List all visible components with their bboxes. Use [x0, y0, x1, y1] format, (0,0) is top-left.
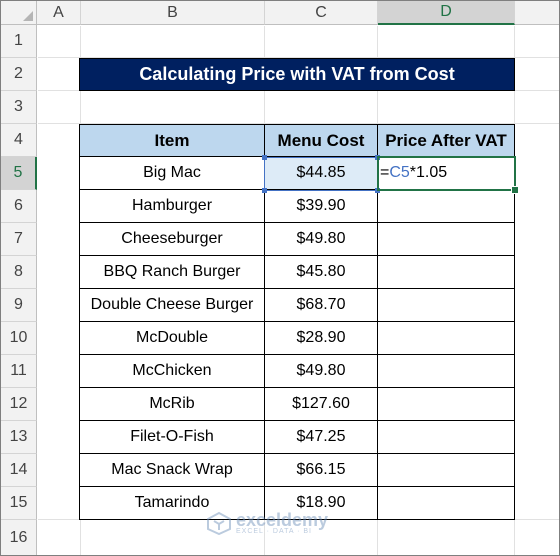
row-header-9[interactable]: 9: [1, 289, 37, 322]
sheet-title[interactable]: Calculating Price with VAT from Cost: [79, 58, 515, 91]
cell-cost-row-6[interactable]: $39.90: [265, 190, 378, 223]
cell-cost-row-15[interactable]: $18.90: [265, 487, 378, 520]
exceldemy-logo-icon: [207, 511, 231, 535]
cell-price-row-10[interactable]: [378, 322, 515, 355]
cell-cost-row-5[interactable]: $44.85: [265, 157, 378, 190]
cell-item-row-15[interactable]: Tamarindo: [79, 487, 265, 520]
column-header-e[interactable]: [515, 1, 559, 25]
row-header-11[interactable]: 11: [1, 355, 37, 388]
row-header-14[interactable]: 14: [1, 454, 37, 487]
fill-handle[interactable]: [511, 186, 519, 194]
header-menu-cost[interactable]: Menu Cost: [265, 124, 378, 157]
select-all-corner[interactable]: [1, 1, 37, 25]
cell-item-row-7[interactable]: Cheeseburger: [79, 223, 265, 256]
row-header-5[interactable]: 5: [1, 157, 37, 190]
cell-item-row-6[interactable]: Hamburger: [79, 190, 265, 223]
row-header-8[interactable]: 8: [1, 256, 37, 289]
exceldemy-watermark: exceldemy EXCEL · DATA · BI: [206, 511, 328, 535]
cell-price-row-13[interactable]: [378, 421, 515, 454]
cell-price-row-9[interactable]: [378, 289, 515, 322]
ref-handle-bl[interactable]: [262, 188, 267, 193]
cell-item-row-12[interactable]: McRib: [79, 388, 265, 421]
cell-price-row-15[interactable]: [378, 487, 515, 520]
cell-item-row-14[interactable]: Mac Snack Wrap: [79, 454, 265, 487]
cell-cost-row-7[interactable]: $49.80: [265, 223, 378, 256]
row-header-2[interactable]: 2: [1, 58, 37, 91]
cell-cost-row-11[interactable]: $49.80: [265, 355, 378, 388]
cell-cost-row-10[interactable]: $28.90: [265, 322, 378, 355]
ref-handle-tl[interactable]: [262, 155, 267, 160]
cell-price-row-6[interactable]: [378, 190, 515, 223]
row-header-7[interactable]: 7: [1, 223, 37, 256]
cell-item-row-9[interactable]: Double Cheese Burger: [79, 289, 265, 322]
header-item[interactable]: Item: [79, 124, 265, 157]
formula-suffix: *1.05: [409, 164, 448, 181]
column-header-c[interactable]: C: [265, 1, 378, 25]
ref-handle-tr[interactable]: [375, 155, 380, 160]
row-header-13[interactable]: 13: [1, 421, 37, 454]
formula-prefix: =: [380, 164, 390, 181]
cell-cost-row-13[interactable]: $47.25: [265, 421, 378, 454]
cell-cost-row-12[interactable]: $127.60: [265, 388, 378, 421]
cell-cost-row-14[interactable]: $66.15: [265, 454, 378, 487]
column-header-b[interactable]: B: [81, 1, 265, 25]
row-header-12[interactable]: 12: [1, 388, 37, 421]
row-header-16[interactable]: 16: [1, 520, 37, 555]
row-header-3[interactable]: 3: [1, 91, 37, 124]
cell-item-row-13[interactable]: Filet-O-Fish: [79, 421, 265, 454]
cell-price-row-12[interactable]: [378, 388, 515, 421]
watermark-name: exceldemy: [236, 509, 329, 530]
formula-reference: C5: [389, 164, 410, 181]
select-all-triangle-icon: [23, 11, 33, 21]
cell-item-row-5[interactable]: Big Mac: [79, 157, 265, 190]
cell-item-row-11[interactable]: McChicken: [79, 355, 265, 388]
cell-price-row-5[interactable]: = C5 *1.05: [378, 157, 515, 190]
column-header-d[interactable]: D: [378, 1, 515, 25]
cell-item-row-8[interactable]: BBQ Ranch Burger: [79, 256, 265, 289]
cell-price-row-11[interactable]: [378, 355, 515, 388]
watermark-tagline: EXCEL · DATA · BI: [236, 527, 312, 535]
row-header-6[interactable]: 6: [1, 190, 37, 223]
cell-price-row-14[interactable]: [378, 454, 515, 487]
column-header-a[interactable]: A: [37, 1, 81, 25]
row-header-15[interactable]: 15: [1, 487, 37, 520]
row-header-10[interactable]: 10: [1, 322, 37, 355]
cell-price-row-8[interactable]: [378, 256, 515, 289]
row-header-4[interactable]: 4: [1, 124, 37, 157]
ref-handle-br[interactable]: [375, 188, 380, 193]
cell-price-row-7[interactable]: [378, 223, 515, 256]
row-header-1[interactable]: 1: [1, 25, 37, 58]
header-price-after-vat[interactable]: Price After VAT: [378, 124, 515, 157]
cell-cost-row-8[interactable]: $45.80: [265, 256, 378, 289]
cell-item-row-10[interactable]: McDouble: [79, 322, 265, 355]
cell-cost-row-9[interactable]: $68.70: [265, 289, 378, 322]
